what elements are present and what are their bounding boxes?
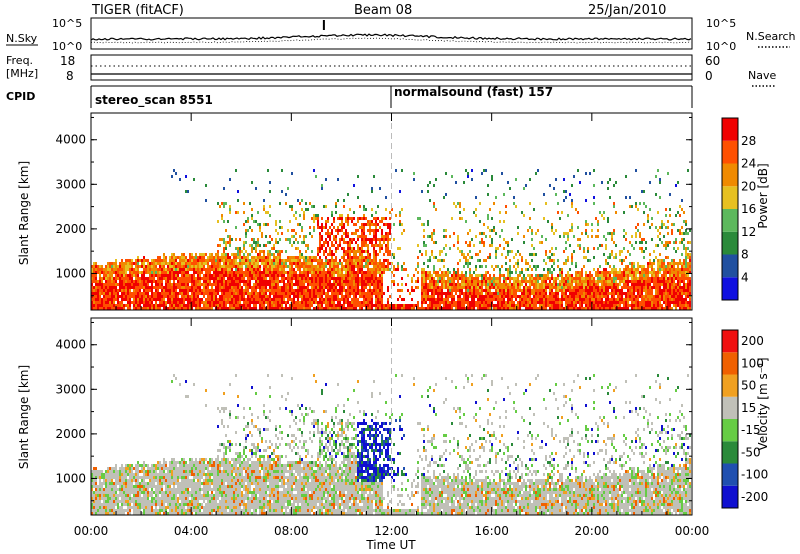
- freq-label: Freq.: [6, 54, 33, 67]
- colorbar-segment: [722, 396, 738, 419]
- colorbar-tick-label: 200: [741, 334, 764, 348]
- nsearch-label: N.Search: [746, 30, 796, 43]
- power-panel-axes: 1000 2000 3000 4000: [55, 113, 692, 310]
- nsky-strip-frame: [90, 17, 693, 50]
- colorbar-segment: [722, 330, 738, 353]
- colorbar-segment: [722, 186, 738, 209]
- colorbar-segment: [722, 352, 738, 375]
- power-colorbar-label: Power [dB]: [756, 163, 770, 228]
- nsearch-tick-bottom: 10^0: [706, 40, 736, 53]
- velocity-colorbar-label: Velocity [m s⁻¹]: [756, 357, 770, 450]
- nsky-trace: [90, 20, 692, 44]
- velocity-colorbar: 200 100 50 15 -15 -50 -100 -200: [721, 329, 768, 509]
- colorbar-segment: [722, 374, 738, 397]
- x-tick-label: 04:00: [174, 524, 209, 538]
- colorbar-tick-label: -100: [741, 468, 768, 482]
- x-tick-label: 16:00: [474, 524, 509, 538]
- time-axis: 00:00 04:00 08:00 12:00 16:00 20:00 00:00: [74, 113, 710, 538]
- x-tick-label: 12:00: [374, 524, 409, 538]
- colorbar-tick-label: 8: [741, 248, 749, 262]
- station-title: TIGER (fitACF): [91, 3, 184, 18]
- nave-label: Nave: [748, 69, 776, 82]
- freq-trace: [91, 65, 692, 75]
- colorbar-tick-label: -200: [741, 490, 768, 504]
- nsky-label: N.Sky: [6, 32, 38, 45]
- colorbar-tick-label: -15: [741, 423, 761, 437]
- nsky-tick-bottom: 10^0: [52, 40, 82, 53]
- nave-tick-top: 60: [705, 54, 720, 68]
- nsearch-tick-top: 10^5: [706, 17, 736, 30]
- colorbar-tick-label: 28: [741, 134, 756, 148]
- y-tick-label: 1000: [55, 471, 86, 485]
- cpid-label: CPID: [6, 90, 35, 103]
- freq-tick-top: 18: [60, 54, 75, 68]
- nsky-tick-top: 10^5: [52, 17, 82, 30]
- power-panel-data: [91, 169, 691, 310]
- nave-tick-bottom: 0: [705, 69, 713, 83]
- freq-tick-bottom: 8: [66, 69, 74, 83]
- y-tick-label: 1000: [55, 266, 86, 280]
- power-ylabel: Slant Range [km]: [17, 161, 31, 265]
- x-tick-label: 00:00: [675, 524, 710, 538]
- colorbar-segment: [722, 118, 738, 141]
- beam-title: Beam 08: [354, 3, 412, 18]
- colorbar-segment: [722, 231, 738, 255]
- colorbar-tick-label: -50: [741, 445, 761, 459]
- colorbar-segment: [722, 441, 738, 464]
- colorbar-tick-label: 50: [741, 379, 756, 393]
- colorbar-tick-label: 4: [741, 270, 749, 284]
- y-tick-label: 3000: [55, 177, 86, 191]
- velocity-panel-axes: 1000 2000 3000 4000: [55, 318, 692, 515]
- y-tick-label: 4000: [55, 133, 86, 147]
- colorbar-tick-label: 15: [741, 401, 756, 415]
- colorbar-segment: [722, 209, 738, 232]
- x-tick-label: 00:00: [74, 524, 109, 538]
- x-tick-label: 08:00: [274, 524, 309, 538]
- freq-strip-frame: [90, 54, 693, 81]
- y-tick-label: 3000: [55, 382, 86, 396]
- freq-unit: [MHz]: [6, 67, 38, 80]
- time-axis-label: Time UT: [365, 538, 416, 552]
- date-title: 25/Jan/2010: [588, 3, 666, 18]
- power-colorbar: 28 24 20 16 12 8 4: [721, 117, 756, 301]
- colorbar-segment: [722, 463, 738, 486]
- y-tick-label: 4000: [55, 338, 86, 352]
- colorbar-tick-label: 16: [741, 202, 756, 216]
- colorbar-tick-label: 12: [741, 225, 756, 239]
- colorbar-tick-label: 20: [741, 179, 756, 193]
- colorbar-segment: [722, 254, 738, 278]
- x-tick-label: 20:00: [575, 524, 610, 538]
- colorbar-segment: [722, 163, 738, 187]
- cpid-left-mode: stereo_scan 8551: [95, 93, 213, 108]
- colorbar-segment: [722, 277, 738, 300]
- y-tick-label: 2000: [55, 222, 86, 236]
- colorbar-segment: [722, 419, 738, 442]
- colorbar-segment: [722, 140, 738, 164]
- velocity-ylabel: Slant Range [km]: [17, 365, 31, 469]
- colorbar-tick-label: 100: [741, 356, 764, 370]
- y-tick-label: 2000: [55, 427, 86, 441]
- colorbar-tick-label: 24: [741, 157, 756, 171]
- colorbar-segment: [722, 485, 738, 508]
- cpid-right-mode: normalsound (fast) 157: [394, 85, 553, 99]
- velocity-panel-data: [91, 374, 691, 515]
